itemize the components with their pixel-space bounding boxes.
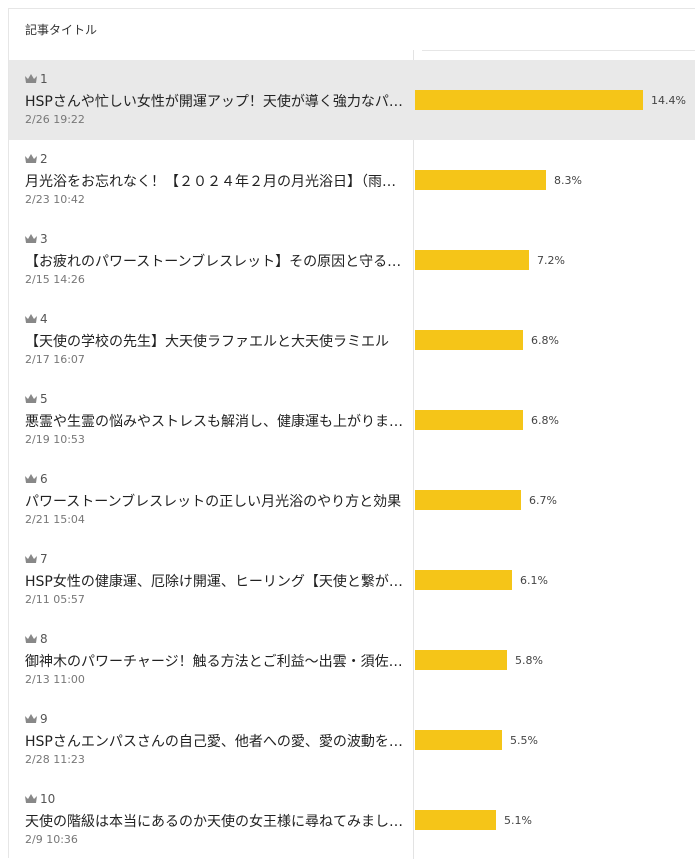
rank-label: 2	[25, 152, 48, 166]
rank-label: 9	[25, 712, 48, 726]
ranking-row[interactable]: 7 HSP女性の健康運、厄除け開運、ヒーリング【天使と繋が… 2/11 05:57 6…	[9, 540, 695, 620]
crown-icon	[25, 794, 37, 803]
article-title-link[interactable]: HSPさんや忙しい女性が開運アップ！天使が導く強力なパ…	[25, 94, 403, 110]
article-date: 2/21 15:04	[25, 513, 85, 526]
ranking-row[interactable]: 9 HSPさんエンパスさんの自己愛、他者への愛、愛の波動を… 2/28 11:23 5…	[9, 700, 695, 780]
rank-number: 10	[40, 792, 56, 806]
rank-number: 5	[40, 392, 48, 406]
percent-bar	[415, 410, 523, 430]
article-title-link[interactable]: 【お疲れのパワーストーンブレスレット】その原因と守る…	[25, 254, 402, 270]
percent-label: 5.8%	[515, 654, 543, 667]
percent-bar	[415, 650, 507, 670]
percent-label: 5.1%	[504, 814, 532, 827]
crown-icon	[25, 554, 37, 563]
article-title-link[interactable]: HSPさんエンパスさんの自己愛、他者への愛、愛の波動を…	[25, 734, 403, 750]
rank-number: 8	[40, 632, 48, 646]
crown-icon	[25, 234, 37, 243]
percent-label: 6.7%	[529, 494, 557, 507]
article-date: 2/9 10:36	[25, 833, 78, 846]
crown-icon	[25, 154, 37, 163]
percent-bar	[415, 810, 496, 830]
ranking-list: 1 HSPさんや忙しい女性が開運アップ！天使が導く強力なパ… 2/26 19:22 1…	[9, 60, 695, 860]
article-date: 2/23 10:42	[25, 193, 85, 206]
rank-number: 3	[40, 232, 48, 246]
article-title-link[interactable]: 悪霊や生霊の悩みやストレスも解消し、健康運も上がりま…	[25, 414, 403, 430]
rank-label: 7	[25, 552, 48, 566]
ranking-row[interactable]: 5 悪霊や生霊の悩みやストレスも解消し、健康運も上がりま… 2/19 10:53 6.…	[9, 380, 695, 460]
rank-label: 3	[25, 232, 48, 246]
percent-bar	[415, 570, 512, 590]
ranking-row[interactable]: 10 天使の階級は本当にあるのか天使の女王様に尋ねてみまし… 2/9 10:36 5.…	[9, 780, 695, 860]
ranking-row[interactable]: 4 【天使の学校の先生】大天使ラファエルと大天使ラミエル 2/17 16:07 6.8…	[9, 300, 695, 380]
rank-label: 5	[25, 392, 48, 406]
crown-icon	[25, 394, 37, 403]
rank-label: 4	[25, 312, 48, 326]
ranking-row[interactable]: 8 御神木のパワーチャージ！触る方法とご利益～出雲・須佐… 2/13 11:00 5.…	[9, 620, 695, 700]
ranking-row[interactable]: 3 【お疲れのパワーストーンブレスレット】その原因と守る… 2/15 14:26 7.…	[9, 220, 695, 300]
rank-number: 2	[40, 152, 48, 166]
article-date: 2/19 10:53	[25, 433, 85, 446]
column-header-title: 記事タイトル	[25, 23, 98, 37]
rank-label: 8	[25, 632, 48, 646]
rank-number: 9	[40, 712, 48, 726]
article-date: 2/11 05:57	[25, 593, 85, 606]
percent-label: 7.2%	[537, 254, 565, 267]
percent-bar	[415, 330, 523, 350]
crown-icon	[25, 314, 37, 323]
percent-label: 6.1%	[520, 574, 548, 587]
crown-icon	[25, 474, 37, 483]
article-date: 2/15 14:26	[25, 273, 85, 286]
percent-label: 14.4%	[651, 94, 686, 107]
rank-label: 1	[25, 72, 48, 86]
column-divider	[413, 50, 414, 859]
percent-label: 6.8%	[531, 334, 559, 347]
article-title-link[interactable]: 天使の階級は本当にあるのか天使の女王様に尋ねてみまし…	[25, 814, 403, 830]
article-date: 2/26 19:22	[25, 113, 85, 126]
article-date: 2/13 11:00	[25, 673, 85, 686]
ranking-row[interactable]: 2 月光浴をお忘れなく！【２０２４年２月の月光浴日】（雨… 2/23 10:42 8.…	[9, 140, 695, 220]
percent-bar	[415, 170, 546, 190]
rank-number: 1	[40, 72, 48, 86]
percent-bar	[415, 490, 521, 510]
article-title-link[interactable]: パワーストーンブレスレットの正しい月光浴のやり方と効果	[25, 494, 402, 510]
ranking-row[interactable]: 1 HSPさんや忙しい女性が開運アップ！天使が導く強力なパ… 2/26 19:22 1…	[9, 60, 695, 140]
crown-icon	[25, 74, 37, 83]
article-title-link[interactable]: 【天使の学校の先生】大天使ラファエルと大天使ラミエル	[25, 334, 389, 350]
header-divider	[422, 50, 695, 51]
ranking-panel: 記事タイトル 1 HSPさんや忙しい女性が開運アップ！天使が導く強力なパ… 2/26…	[8, 8, 695, 860]
ranking-row[interactable]: 6 パワーストーンブレスレットの正しい月光浴のやり方と効果 2/21 15:04 6.…	[9, 460, 695, 540]
percent-label: 5.5%	[510, 734, 538, 747]
article-title-link[interactable]: 月光浴をお忘れなく！【２０２４年２月の月光浴日】（雨…	[25, 174, 396, 190]
article-date: 2/28 11:23	[25, 753, 85, 766]
percent-bar	[415, 90, 643, 110]
rank-number: 6	[40, 472, 48, 486]
percent-bar	[415, 730, 502, 750]
article-title-link[interactable]: HSP女性の健康運、厄除け開運、ヒーリング【天使と繋が…	[25, 574, 403, 590]
percent-label: 6.8%	[531, 414, 559, 427]
percent-bar	[415, 250, 529, 270]
rank-label: 10	[25, 792, 55, 806]
rank-number: 4	[40, 312, 48, 326]
percent-label: 8.3%	[554, 174, 582, 187]
article-title-link[interactable]: 御神木のパワーチャージ！触る方法とご利益～出雲・須佐…	[25, 654, 403, 670]
rank-number: 7	[40, 552, 48, 566]
article-date: 2/17 16:07	[25, 353, 85, 366]
rank-label: 6	[25, 472, 48, 486]
crown-icon	[25, 634, 37, 643]
crown-icon	[25, 714, 37, 723]
